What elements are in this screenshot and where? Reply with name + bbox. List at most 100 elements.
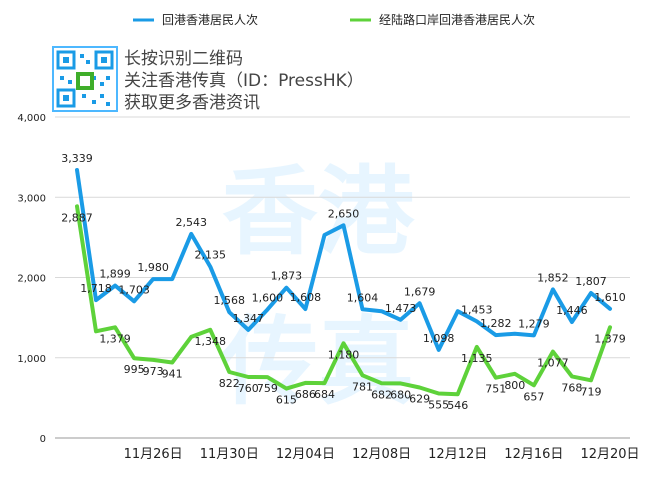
series-2-label-22: 751 [485, 383, 506, 396]
series-1-label-18: 1,679 [404, 285, 436, 298]
series-1-label-22: 1,282 [480, 317, 512, 330]
series-1-point-23 [513, 332, 517, 336]
series-1-point-4 [151, 277, 155, 281]
series-2-point-19 [437, 391, 441, 395]
y-tick-label-1: 1,000 [17, 354, 46, 365]
series-2-label-12: 686 [295, 388, 316, 401]
series-1-point-20 [456, 309, 460, 313]
series-2-label-19: 555 [428, 398, 449, 411]
series-1-point-15 [361, 307, 365, 311]
series-2-label-15: 781 [352, 380, 373, 393]
series-2-point-15 [361, 373, 365, 377]
series-2-point-18 [418, 386, 422, 390]
series-2-point-10 [265, 375, 269, 379]
series-1-label-24: 1,279 [518, 317, 550, 330]
series-2-point-2 [113, 325, 117, 329]
series-lines [75, 168, 612, 397]
series-1-point-8 [227, 310, 231, 314]
series-2-label-11: 615 [276, 394, 297, 407]
series-1-label-27: 1,807 [575, 275, 607, 288]
series-2-label-27: 719 [580, 385, 601, 398]
series-1-label-28: 1,610 [594, 291, 626, 304]
series-1-label-25: 1,852 [537, 271, 569, 284]
series-2-point-9 [246, 375, 250, 379]
series-2-label-18: 629 [409, 393, 430, 406]
series-1-label-9: 1,347 [233, 312, 265, 325]
series-2-label-13: 684 [314, 388, 335, 401]
x-tick-label-2: 12月04日 [276, 447, 335, 462]
series-2-point-4 [151, 358, 155, 362]
series-1-label-21: 1,453 [461, 303, 493, 316]
watermark-text: 长按识别二维码 关注香港传真（ID：PressHK） 获取更多香港资讯 [124, 49, 364, 113]
series-2-point-26 [570, 374, 574, 378]
x-tick-label-4: 12月12日 [428, 447, 487, 462]
series-2-point-14 [342, 341, 345, 345]
series-1-point-25 [551, 287, 555, 291]
series-1-point-6 [189, 232, 193, 236]
series-2-label-14: 1,180 [328, 348, 360, 361]
series-2-point-16 [380, 381, 384, 385]
x-tick-label-5: 12月16日 [504, 447, 563, 462]
series-2-point-17 [399, 381, 403, 385]
series-1-point-2 [113, 284, 117, 288]
series-1-label-0: 3,339 [61, 152, 93, 165]
series-1-point-14 [342, 223, 345, 227]
series-1-point-19 [437, 348, 441, 352]
x-tick-label-0: 11月26日 [124, 447, 183, 462]
series-1-point-28 [608, 307, 612, 311]
series-1-label-3: 1,703 [118, 283, 150, 296]
x-axis-ticks: 11月26日 11月30日 12月04日 12月08日 12月12日 12月16日 12月2… [124, 447, 640, 462]
series-2-point-27 [589, 378, 593, 382]
series-2-label-5: 941 [162, 367, 183, 380]
series-2-point-25 [551, 350, 555, 354]
series-1-point-26 [570, 320, 574, 324]
series-2-label-16: 682 [371, 388, 392, 401]
watermark-line-2: 关注香港传真（ID：PressHK） [124, 71, 364, 91]
series-2-point-8 [227, 370, 231, 374]
series-1-label-26: 1,446 [556, 304, 588, 317]
series-2-point-7 [208, 328, 212, 332]
x-tick-label-1: 11月30日 [200, 447, 259, 462]
series-2-point-13 [322, 381, 326, 385]
watermark-line-3: 获取更多香港资讯 [124, 93, 260, 113]
series-2-point-24 [532, 383, 536, 387]
series-2-point-1 [94, 329, 98, 333]
series-2-label-10: 759 [257, 382, 278, 395]
legend: 回港香港居民人次 经陆路口岸回港香港居民人次 [133, 12, 535, 27]
series-1-label-11: 1,873 [271, 270, 303, 283]
series-1-label-7: 2,135 [195, 249, 227, 262]
series-2-label-17: 680 [390, 388, 411, 401]
series-1-label-10: 1,600 [252, 292, 284, 305]
series-1-label-4: 1,980 [137, 261, 169, 274]
y-tick-label-3: 3,000 [17, 193, 46, 204]
qr-code-icon [52, 46, 118, 112]
series-2-point-11 [284, 387, 288, 391]
series-2-label-7: 1,348 [195, 335, 227, 348]
series-1-point-18 [418, 301, 422, 305]
series-1-point-24 [532, 333, 536, 337]
legend-label-series-1: 回港香港居民人次 [162, 13, 258, 27]
series-2-label-26: 768 [561, 381, 582, 394]
series-2-label-0: 2,887 [61, 211, 93, 224]
series-2-point-20 [456, 392, 460, 396]
series-1-label-15: 1,604 [347, 291, 379, 304]
series-2-label-20: 546 [447, 399, 468, 412]
series-2-label-3: 995 [124, 363, 145, 376]
series-2-point-23 [513, 372, 517, 376]
y-tick-label-0: 0 [40, 434, 46, 445]
series-1-label-19: 1,098 [423, 332, 455, 345]
series-2-point-22 [494, 376, 498, 380]
series-1-label-14: 2,650 [328, 207, 360, 220]
legend-label-series-2: 经陆路口岸回港香港居民人次 [379, 12, 535, 27]
series-2-point-6 [189, 335, 193, 339]
watermark-line-1: 长按识别二维码 [124, 49, 243, 69]
series-1-point-21 [475, 319, 479, 323]
series-2-label-23: 800 [504, 379, 525, 392]
series-2-label-8: 822 [219, 377, 240, 390]
series-2-label-21: 1,135 [461, 352, 493, 365]
series-2-label-25: 1,077 [537, 357, 569, 370]
series-1-point-27 [589, 291, 593, 295]
series-1-point-3 [132, 299, 136, 303]
series-1-point-10 [265, 308, 269, 312]
